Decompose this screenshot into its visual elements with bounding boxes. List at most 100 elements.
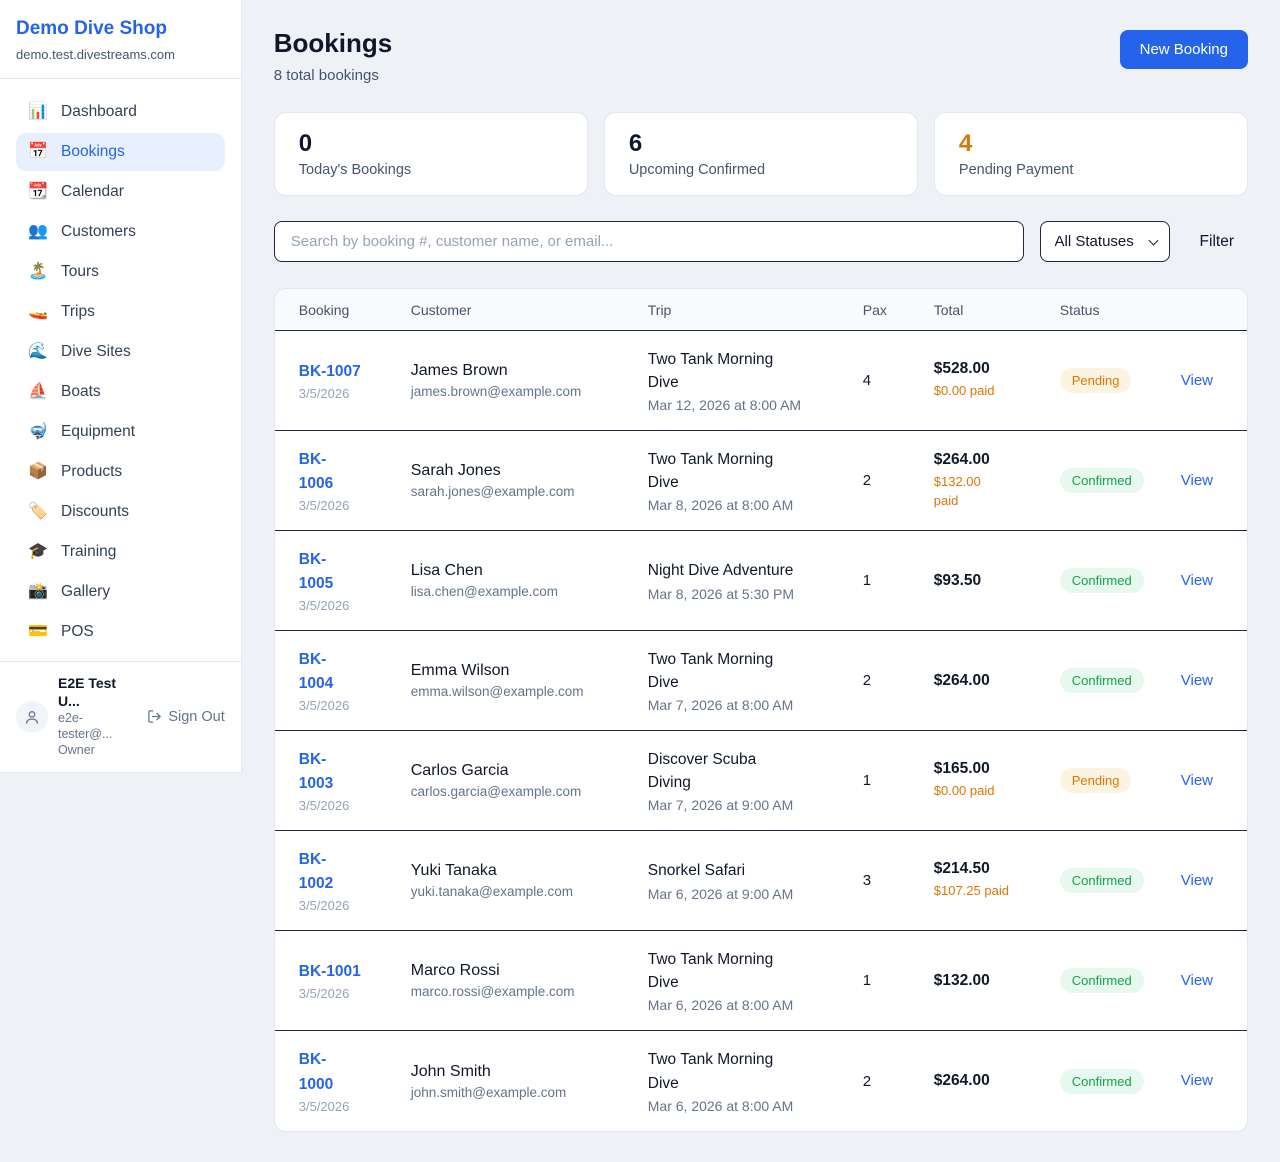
view-link[interactable]: View xyxy=(1180,471,1213,489)
trip-name: Snorkel Safari xyxy=(647,862,746,880)
sidebar-item-dive-sites[interactable]: 🌊 Dive Sites xyxy=(16,333,225,371)
sidebar-item-customers[interactable]: 👥 Customers xyxy=(16,213,225,251)
column-header-status: Status xyxy=(1059,301,1100,318)
sidebar-item-dashboard[interactable]: 📊 Dashboard xyxy=(16,93,225,131)
user-email: e2e-tester@... xyxy=(58,711,113,741)
status-badge: Confirmed xyxy=(1059,1068,1144,1094)
sidebar-item-label: Bookings xyxy=(61,143,125,160)
status-badge: Confirmed xyxy=(1059,668,1144,693)
column-header-pax: Pax xyxy=(862,301,887,318)
page-title: Bookings xyxy=(273,28,393,58)
customer-email: marco.rossi@example.com xyxy=(410,984,575,999)
trip-datetime: Mar 7, 2026 at 8:00 AM xyxy=(647,697,794,714)
sidebar-item-label: Dive Sites xyxy=(61,343,131,360)
paid-amount: $0.00 paid xyxy=(933,783,995,799)
stat-card-pending-payment: 4 Pending Payment xyxy=(933,112,1248,196)
sidebar-item-pos[interactable]: 💳 POS xyxy=(16,613,225,651)
sidebar-item-label: Gallery xyxy=(61,583,111,600)
customer-email: james.brown@example.com xyxy=(410,384,582,399)
stat-card-todays-bookings: 0 Today's Bookings xyxy=(273,112,588,196)
sidebar-item-label: Equipment xyxy=(61,423,136,440)
status-badge: Confirmed xyxy=(1059,468,1144,493)
trip-name: Two Tank Morning Dive xyxy=(647,950,774,991)
view-link[interactable]: View xyxy=(1180,971,1213,989)
sidebar-item-label: POS xyxy=(61,623,94,640)
status-badge: Confirmed xyxy=(1059,568,1144,593)
paid-amount: $0.00 paid xyxy=(933,383,995,399)
booking-date: 3/5/2026 xyxy=(298,598,350,614)
sidebar-item-label: Products xyxy=(61,463,123,480)
column-header-customer: Customer xyxy=(410,301,472,318)
view-link[interactable]: View xyxy=(1180,571,1213,589)
stat-value: 4 xyxy=(958,130,973,157)
trip-datetime: Mar 12, 2026 at 8:00 AM xyxy=(647,397,802,414)
booking-link[interactable]: BK- 1004 xyxy=(298,650,334,692)
sign-out-button[interactable]: Sign Out xyxy=(147,709,225,725)
status-select-wrap: All Statuses xyxy=(1039,221,1170,262)
boats-icon: ⛵ xyxy=(28,383,48,400)
sidebar-item-calendar[interactable]: 📆 Calendar xyxy=(16,173,225,211)
booking-link[interactable]: BK- 1000 xyxy=(298,1051,334,1093)
trips-icon: 🚤 xyxy=(28,303,48,320)
trip-datetime: Mar 6, 2026 at 9:00 AM xyxy=(647,885,794,902)
sidebar-item-trips[interactable]: 🚤 Trips xyxy=(16,293,225,331)
booking-link[interactable]: BK- 1005 xyxy=(298,550,334,592)
pax-count: 1 xyxy=(862,772,872,789)
table-row: BK- 1005 3/5/2026 Lisa Chen lisa.chen@ex… xyxy=(274,531,1247,631)
sign-out-icon xyxy=(148,710,162,724)
view-link[interactable]: View xyxy=(1180,371,1213,389)
filter-button[interactable]: Filter xyxy=(1186,233,1248,251)
calendar-icon: 📆 xyxy=(28,183,48,200)
brand-domain: demo.test.divestreams.com xyxy=(16,47,175,62)
total-amount: $93.50 xyxy=(933,571,982,589)
booking-link[interactable]: BK-1001 xyxy=(298,962,361,980)
trip-name: Two Tank Morning Dive xyxy=(647,1051,774,1092)
search-input[interactable] xyxy=(273,221,1024,262)
trip-name: Night Dive Adventure xyxy=(647,562,794,580)
sidebar-item-tours[interactable]: 🏝️ Tours xyxy=(16,253,225,291)
dashboard-icon: 📊 xyxy=(28,103,48,120)
stat-label: Pending Payment xyxy=(958,162,1074,178)
pax-count: 4 xyxy=(862,372,872,389)
new-booking-button[interactable]: New Booking xyxy=(1119,30,1248,69)
sidebar-item-bookings[interactable]: 📅 Bookings xyxy=(16,133,225,171)
dive-sites-icon: 🌊 xyxy=(28,343,48,360)
sidebar-item-label: Dashboard xyxy=(61,103,137,120)
sidebar-item-discounts[interactable]: 🏷️ Discounts xyxy=(16,493,225,531)
customer-name: Yuki Tanaka xyxy=(410,862,497,879)
status-badge: Pending xyxy=(1059,768,1132,793)
sidebar-item-products[interactable]: 📦 Products xyxy=(16,453,225,491)
customer-name: James Brown xyxy=(410,362,508,379)
customer-name: Sarah Jones xyxy=(410,462,501,479)
user-footer: E2E Test U... e2e-tester@... Owner Sign … xyxy=(0,661,241,772)
booking-link[interactable]: BK- 1003 xyxy=(298,750,334,792)
sidebar-item-equipment[interactable]: 🤿 Equipment xyxy=(16,413,225,451)
stats-row: 0 Today's Bookings 6 Upcoming Confirmed … xyxy=(273,112,1248,196)
trip-name: Discover Scuba Diving xyxy=(647,750,757,791)
column-header-total: Total xyxy=(933,301,964,318)
bookings-icon: 📅 xyxy=(28,143,48,160)
filter-controls: All Statuses Filter xyxy=(273,221,1248,262)
view-link[interactable]: View xyxy=(1180,671,1213,689)
booking-link[interactable]: BK- 1006 xyxy=(298,450,334,492)
stat-value: 0 xyxy=(298,130,313,157)
booking-link[interactable]: BK-1007 xyxy=(298,362,361,380)
sidebar-item-gallery[interactable]: 📸 Gallery xyxy=(16,573,225,611)
customer-email: carlos.garcia@example.com xyxy=(410,784,582,799)
booking-date: 3/5/2026 xyxy=(298,898,350,914)
discounts-icon: 🏷️ xyxy=(28,503,48,520)
view-link[interactable]: View xyxy=(1180,871,1213,889)
column-header-trip: Trip xyxy=(647,301,672,318)
status-select[interactable]: All Statuses xyxy=(1039,221,1170,262)
equipment-icon: 🤿 xyxy=(28,423,48,440)
paid-amount: $132.00 paid xyxy=(933,473,981,508)
sidebar-item-training[interactable]: 🎓 Training xyxy=(16,533,225,571)
view-link[interactable]: View xyxy=(1180,771,1213,789)
view-link[interactable]: View xyxy=(1180,1072,1213,1089)
user-name: E2E Test U... xyxy=(58,675,117,709)
sidebar-item-boats[interactable]: ⛵ Boats xyxy=(16,373,225,411)
sidebar-item-label: Boats xyxy=(61,383,101,400)
customer-name: Emma Wilson xyxy=(410,662,510,679)
booking-link[interactable]: BK- 1002 xyxy=(298,850,334,892)
status-badge: Confirmed xyxy=(1059,868,1144,893)
